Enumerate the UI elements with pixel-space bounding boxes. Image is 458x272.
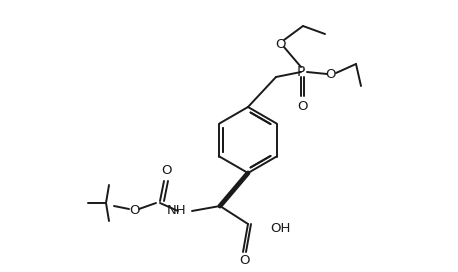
Text: O: O [239,255,249,267]
Text: NH: NH [166,205,186,218]
Text: O: O [129,205,139,218]
Text: OH: OH [270,222,290,236]
Text: O: O [161,165,171,178]
Text: O: O [276,38,286,51]
Text: O: O [297,100,307,113]
Text: O: O [326,67,336,81]
Text: P: P [297,65,305,79]
